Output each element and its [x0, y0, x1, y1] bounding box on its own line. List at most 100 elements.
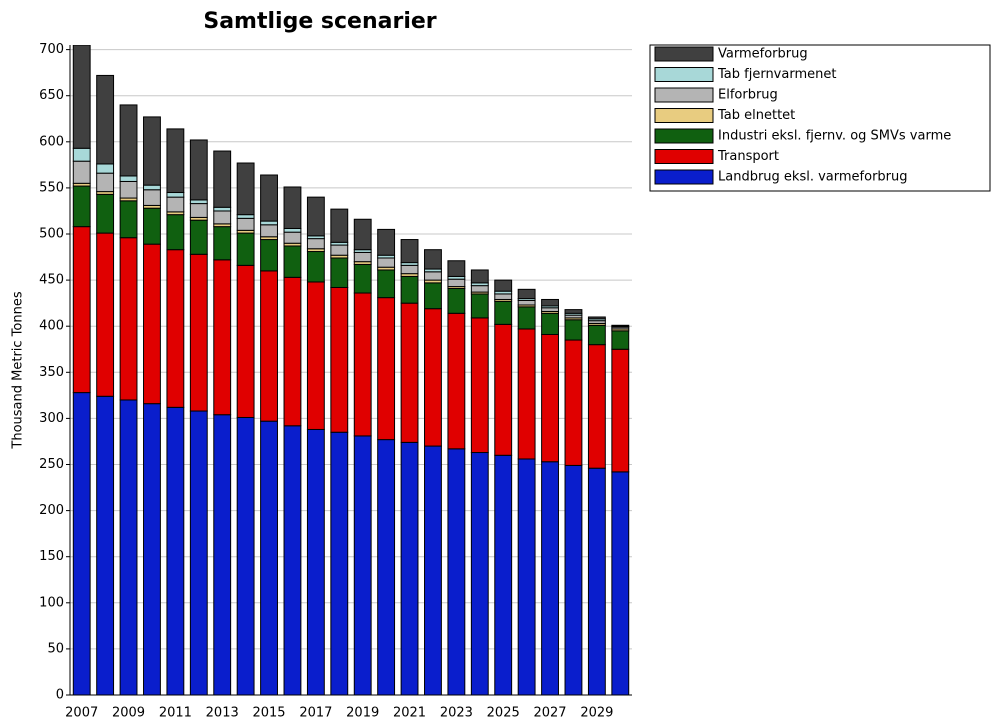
bar-segment: [283, 276, 302, 427]
bar-segment: [236, 214, 255, 219]
bar-segment: [587, 467, 606, 695]
bar-segment: [424, 282, 442, 310]
bar-segment: [517, 306, 536, 330]
bar-segment: [400, 441, 419, 695]
y-tick-label: 100: [39, 595, 64, 610]
bar-segment: [213, 150, 232, 208]
bar-segment: [494, 454, 513, 695]
x-tick-label: 2027: [533, 706, 566, 721]
bar-segment: [119, 175, 138, 182]
y-axis-label: Thousand Metric Tonnes: [11, 291, 26, 449]
x-tick-label: 2017: [299, 706, 332, 721]
bar-segment: [517, 328, 536, 460]
bar-segment: [517, 288, 536, 300]
legend-swatch: [654, 149, 714, 164]
bar-segment: [564, 339, 583, 466]
bar-segment: [400, 264, 419, 275]
bar-segment: [143, 184, 161, 191]
y-tick-label: 300: [39, 411, 64, 426]
x-tick-label: 2015: [252, 706, 285, 721]
bar-segment: [236, 232, 255, 266]
bar-segment: [611, 330, 630, 350]
bar-segment: [96, 395, 115, 695]
bar-segment: [119, 399, 138, 695]
bar-segment: [72, 185, 91, 228]
x-tick-label: 2025: [487, 706, 520, 721]
bar-segment: [306, 428, 325, 695]
bar-segment: [306, 196, 325, 237]
x-tick-label: 2007: [65, 706, 98, 721]
bar-segment: [517, 458, 536, 695]
x-tick-label: 2023: [440, 706, 473, 721]
y-tick-label: 250: [39, 457, 64, 472]
bar-segment: [236, 162, 255, 216]
bar-segment: [330, 257, 349, 288]
bar-segment: [330, 286, 349, 433]
legend-label: Transport: [717, 149, 779, 164]
bar-segment: [189, 219, 208, 255]
bar-segment: [494, 293, 513, 300]
bar-segment: [353, 292, 372, 437]
bar-segment: [447, 448, 466, 695]
bar-segment: [541, 298, 559, 307]
bar-segment: [213, 210, 232, 225]
bar-segment: [260, 224, 278, 238]
bar-segment: [166, 249, 185, 408]
bar-segment: [119, 104, 138, 177]
y-tick-label: 450: [39, 273, 64, 288]
bar-segment: [166, 128, 185, 194]
legend-swatch: [654, 169, 714, 185]
y-tick-label: 600: [39, 134, 64, 149]
bar-segment: [541, 461, 559, 695]
bar-segment: [517, 299, 536, 306]
bar-segment: [283, 245, 302, 278]
legend-label: Industri eksl. fjernv. og SMVs varme: [718, 129, 951, 144]
bar-segment: [283, 425, 302, 695]
bar-segment: [143, 116, 161, 186]
y-tick-label: 400: [39, 319, 64, 334]
legend-label: Varmeforbrug: [718, 47, 808, 62]
bar-segment: [353, 263, 372, 294]
x-tick-label: 2013: [206, 706, 239, 721]
bar-segment: [611, 324, 630, 327]
y-tick-label: 50: [47, 641, 64, 656]
bar-segment: [72, 160, 91, 184]
bar-segment: [189, 410, 208, 695]
bar-segment: [283, 186, 302, 229]
bar-segment: [213, 414, 232, 695]
bars: [72, 45, 630, 695]
legend-swatch: [654, 128, 714, 144]
bar-segment: [330, 244, 349, 256]
bar-segment: [213, 226, 232, 261]
bar-segment: [400, 275, 419, 304]
bar-segment: [96, 163, 115, 174]
bar-segment: [166, 192, 185, 198]
grid: [70, 49, 632, 696]
bar-segment: [96, 172, 115, 193]
bar-segment: [260, 270, 278, 422]
bar-segment: [306, 251, 325, 283]
bar-segment: [470, 317, 489, 454]
bar-segment: [260, 420, 278, 695]
bar-segment: [260, 174, 278, 222]
bar-segment: [587, 344, 606, 469]
bar-segment: [494, 279, 513, 292]
bar-segment: [213, 259, 232, 416]
legend-swatch: [654, 108, 714, 123]
legend-label: Tab fjernvarmenet: [717, 67, 836, 82]
bar-segment: [236, 264, 255, 418]
bar-segment: [96, 193, 115, 234]
bar-segment: [447, 278, 466, 288]
bar-segment: [119, 200, 138, 239]
bar-segment: [377, 297, 396, 441]
bar-segment: [189, 203, 208, 218]
bar-segment: [541, 312, 559, 336]
chart-title: Samtlige scenarier: [203, 9, 436, 34]
x-tick-label: 2011: [159, 706, 192, 721]
bar-segment: [447, 287, 466, 314]
legend-label: Elforbrug: [718, 88, 778, 103]
bar-segment: [189, 253, 208, 412]
bar-segment: [447, 312, 466, 450]
bar-segment: [587, 324, 606, 346]
bar-segment: [119, 180, 138, 199]
